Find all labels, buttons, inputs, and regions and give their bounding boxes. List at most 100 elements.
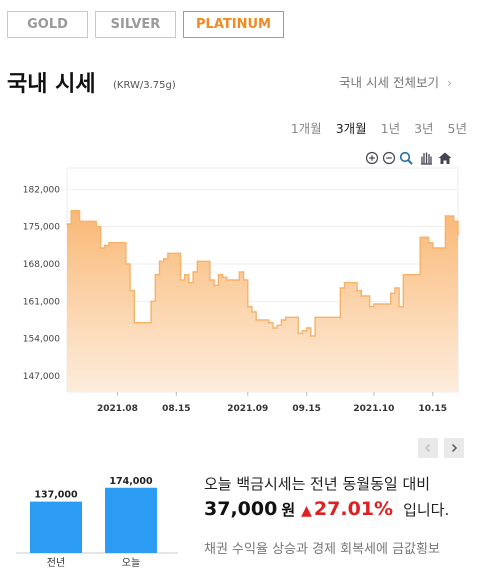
- zoom-in-icon[interactable]: [365, 151, 379, 165]
- data-point: [213, 284, 215, 287]
- period-3m[interactable]: 3개월: [335, 121, 367, 136]
- tab-gold[interactable]: GOLD: [7, 11, 88, 38]
- data-point: [158, 260, 161, 263]
- x-tick-label: 09.15: [292, 404, 320, 414]
- page-title: 국내 시세: [7, 72, 96, 97]
- percent-change: 27.01%: [313, 498, 394, 520]
- y-tick-label: 161,000: [23, 297, 60, 307]
- y-tick-label: 168,000: [23, 260, 60, 270]
- data-point: [104, 244, 106, 247]
- data-point: [70, 209, 73, 212]
- data-point: [427, 241, 430, 244]
- data-point: [246, 305, 249, 308]
- data-point: [221, 276, 224, 279]
- data-point: [196, 260, 199, 263]
- data-point: [402, 273, 405, 276]
- chart-toolbar: [365, 151, 453, 165]
- summary-message: 오늘 백금시세는 전년 동월동일 대비: [204, 475, 431, 493]
- data-point: [129, 289, 131, 292]
- bar-category-label: 전년: [47, 557, 65, 569]
- data-point: [272, 327, 274, 329]
- data-point: [301, 329, 304, 332]
- x-tick-label: 2021.08: [97, 404, 138, 414]
- data-point: [78, 220, 81, 223]
- bar-category-label: 오늘: [122, 557, 140, 569]
- chart-nav: [418, 438, 464, 458]
- data-point: [179, 279, 182, 281]
- data-point: [398, 305, 400, 308]
- data-point: [108, 241, 110, 244]
- data-point: [314, 316, 316, 319]
- chevron-right-icon[interactable]: [444, 438, 464, 458]
- data-point: [276, 324, 279, 327]
- data-point: [268, 321, 270, 324]
- data-point: [339, 287, 342, 289]
- data-point: [150, 300, 152, 303]
- data-point: [394, 287, 396, 289]
- y-tick-label: 154,000: [23, 335, 60, 345]
- series-line: [67, 210, 459, 337]
- data-point: [137, 321, 140, 324]
- data-point: [162, 257, 165, 260]
- data-point: [192, 271, 194, 273]
- data-point: [360, 295, 363, 297]
- period-1m[interactable]: 1개월: [290, 121, 322, 136]
- hand-icon[interactable]: [418, 151, 434, 165]
- view-all-label: 국내 시세 전체보기: [339, 75, 439, 90]
- data-point: [343, 281, 346, 284]
- data-point: [448, 215, 451, 217]
- data-point: [431, 247, 434, 249]
- chevron-right-icon: ›: [446, 75, 452, 90]
- tab-platinum[interactable]: PLATINUM: [183, 11, 284, 38]
- y-tick-label: 182,000: [23, 185, 60, 195]
- summary-suffix: 입니다.: [403, 501, 450, 519]
- metal-tabs: GOLD SILVER PLATINUM: [7, 11, 284, 38]
- x-tick-label: 08.15: [162, 404, 190, 414]
- data-point: [133, 321, 136, 324]
- data-point: [251, 311, 253, 313]
- data-point: [238, 271, 241, 273]
- tab-silver[interactable]: SILVER: [95, 11, 176, 38]
- data-point: [66, 223, 68, 225]
- x-tick-label: 10.15: [419, 404, 447, 414]
- period-selector: 1개월 3개월 1년 3년 5년: [291, 118, 467, 137]
- magnify-icon[interactable]: [399, 151, 415, 165]
- chevron-left-icon[interactable]: [418, 438, 438, 458]
- data-point: [209, 279, 211, 281]
- data-point: [255, 319, 257, 321]
- difference-value: 37,000: [204, 498, 278, 520]
- view-all-link[interactable]: 국내 시세 전체보기 ›: [339, 72, 452, 91]
- data-point: [452, 220, 455, 223]
- x-tick-label: 2021.10: [353, 404, 394, 414]
- data-point: [242, 279, 245, 281]
- currency-label: 원: [281, 501, 296, 519]
- data-point: [356, 289, 358, 292]
- data-point: [457, 233, 459, 236]
- period-1y[interactable]: 1년: [380, 121, 401, 136]
- data-point: [284, 316, 287, 319]
- data-point: [419, 236, 421, 239]
- bar-value-label: 137,000: [34, 490, 78, 501]
- data-point: [91, 220, 94, 223]
- data-point: [368, 305, 371, 308]
- data-point: [389, 292, 392, 295]
- data-point: [99, 247, 102, 249]
- data-point: [125, 263, 127, 265]
- data-point: [444, 215, 447, 217]
- data-point: [74, 209, 77, 212]
- data-point: [280, 319, 283, 321]
- year-compare-chart: 137,000 전년 174,000 오늘: [16, 476, 178, 569]
- y-tick-label: 175,000: [23, 223, 60, 233]
- zoom-out-icon[interactable]: [382, 151, 396, 165]
- data-point: [305, 327, 308, 329]
- up-arrow-icon: ▲: [301, 503, 312, 519]
- data-point: [310, 335, 312, 337]
- data-point: [297, 332, 300, 335]
- period-3y[interactable]: 3년: [414, 121, 434, 136]
- home-icon[interactable]: [437, 151, 453, 165]
- data-point: [167, 252, 169, 255]
- period-5y[interactable]: 5년: [447, 121, 467, 136]
- news-headline[interactable]: 채권 수익율 상승과 경제 회복세에 금값횡보: [204, 542, 440, 557]
- data-point: [225, 279, 228, 281]
- data-point: [183, 273, 186, 276]
